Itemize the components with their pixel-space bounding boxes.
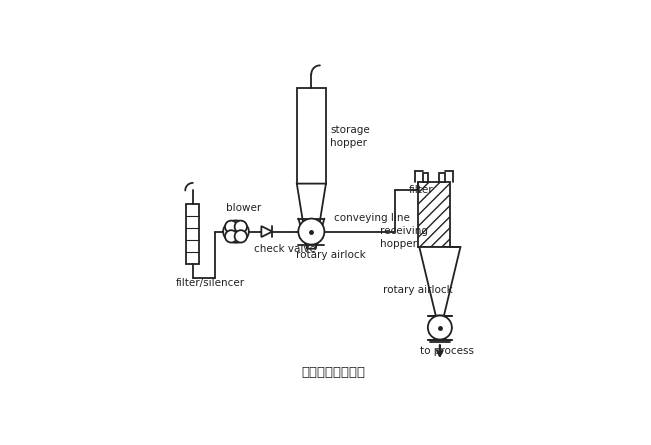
- Bar: [417, 182, 450, 247]
- Ellipse shape: [223, 220, 249, 243]
- Text: filter: filter: [409, 186, 434, 195]
- Text: storage
hopper: storage hopper: [330, 125, 370, 148]
- Bar: [186, 204, 199, 264]
- Circle shape: [234, 221, 247, 233]
- Text: to process: to process: [420, 346, 474, 356]
- Polygon shape: [419, 247, 460, 316]
- Circle shape: [225, 230, 238, 243]
- Text: check valve: check valve: [254, 243, 316, 254]
- Text: 稀相输送正压系统: 稀相输送正压系统: [301, 366, 366, 379]
- Circle shape: [428, 316, 452, 340]
- Bar: [423, 173, 428, 182]
- Text: blower: blower: [226, 203, 261, 213]
- Polygon shape: [261, 226, 272, 237]
- Polygon shape: [297, 184, 326, 249]
- Circle shape: [225, 221, 238, 233]
- Text: receiving
hopper: receiving hopper: [380, 227, 428, 249]
- Text: filter/silencer: filter/silencer: [176, 278, 245, 288]
- Circle shape: [298, 218, 324, 245]
- Text: conveying line: conveying line: [333, 213, 409, 223]
- Text: rotary airlock: rotary airlock: [296, 251, 366, 260]
- Bar: [297, 88, 326, 184]
- Circle shape: [234, 230, 247, 243]
- Bar: [439, 173, 445, 182]
- Text: rotary airlock: rotary airlock: [383, 285, 453, 295]
